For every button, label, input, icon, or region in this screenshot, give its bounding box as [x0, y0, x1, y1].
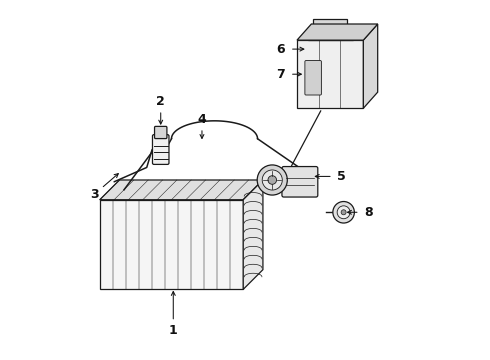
Text: 3: 3: [90, 188, 98, 201]
FancyBboxPatch shape: [154, 126, 167, 139]
Text: 2: 2: [156, 95, 165, 108]
Circle shape: [257, 165, 287, 195]
Polygon shape: [297, 24, 378, 40]
Circle shape: [341, 210, 346, 215]
Circle shape: [333, 202, 354, 223]
Text: 4: 4: [197, 113, 206, 126]
Circle shape: [337, 206, 350, 219]
Text: 1: 1: [169, 324, 178, 337]
Polygon shape: [100, 180, 263, 200]
Text: 5: 5: [338, 170, 346, 183]
Polygon shape: [243, 180, 263, 289]
Circle shape: [268, 176, 276, 184]
Polygon shape: [297, 40, 364, 108]
Text: 7: 7: [276, 68, 285, 81]
Polygon shape: [308, 27, 353, 40]
Polygon shape: [313, 19, 347, 27]
FancyBboxPatch shape: [305, 60, 321, 95]
FancyBboxPatch shape: [152, 135, 169, 165]
Polygon shape: [100, 200, 243, 289]
Polygon shape: [364, 24, 378, 108]
Text: 8: 8: [365, 206, 373, 219]
FancyBboxPatch shape: [282, 167, 318, 197]
Text: 6: 6: [276, 42, 285, 55]
Circle shape: [262, 170, 282, 190]
